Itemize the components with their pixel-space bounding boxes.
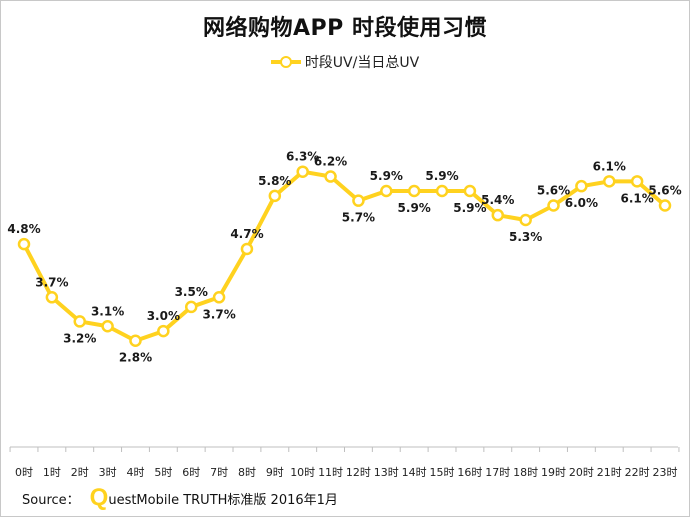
x-tick-label-18时: 18时: [513, 466, 538, 479]
data-label-15时: 5.9%: [425, 169, 458, 183]
data-label-0时: 4.8%: [7, 222, 40, 236]
data-label-3时: 3.1%: [91, 304, 124, 318]
data-label-5时: 3.0%: [147, 309, 180, 323]
data-point-19时: [547, 199, 560, 212]
data-point-2时: [73, 315, 86, 328]
x-tick-label-6时: 6时: [182, 466, 200, 479]
x-tick-label-22时: 22时: [625, 466, 650, 479]
data-point-0时: [17, 237, 31, 251]
data-point-21时: [603, 175, 616, 188]
x-tick-label-12时: 12时: [346, 466, 371, 479]
data-point-17时: [491, 208, 505, 222]
questmobile-logo: Q: [89, 484, 109, 511]
x-tick-label-1时: 1时: [43, 466, 61, 479]
x-tick-label-15时: 15时: [430, 466, 455, 479]
data-label-6时: 3.5%: [175, 285, 208, 299]
x-tick-label-2时: 2时: [71, 466, 89, 479]
x-tick-label-14时: 14时: [402, 466, 427, 479]
x-tick-label-17时: 17时: [485, 466, 510, 479]
data-label-19时: 5.6%: [537, 184, 570, 198]
data-point-1时: [45, 291, 59, 304]
data-label-1时: 3.7%: [35, 275, 68, 289]
data-point-6时: [184, 300, 198, 314]
data-label-4时: 2.8%: [119, 351, 152, 365]
data-point-15时: [435, 184, 449, 198]
data-label-22时: 6.1%: [620, 191, 653, 205]
x-tick-label-4时: 4时: [126, 466, 144, 479]
x-tick-label-8时: 8时: [238, 466, 256, 479]
x-tick-label-20时: 20时: [569, 466, 594, 479]
data-label-16时: 5.9%: [453, 201, 486, 215]
data-label-12时: 5.7%: [342, 211, 375, 225]
x-tick-label-5时: 5时: [154, 466, 172, 479]
data-label-18时: 5.3%: [509, 230, 542, 244]
data-point-23时: [658, 199, 672, 212]
source-label: Source：: [22, 492, 80, 508]
data-point-3时: [101, 320, 114, 333]
data-point-10时: [296, 165, 309, 178]
data-label-13时: 5.9%: [370, 169, 403, 183]
x-tick-label-7时: 7时: [210, 466, 228, 479]
x-tick-label-0时: 0时: [15, 466, 33, 479]
data-point-22时: [630, 175, 644, 188]
x-tick-label-23时: 23时: [653, 466, 678, 479]
data-label-2时: 3.2%: [63, 331, 96, 345]
data-label-10时: 6.3%: [286, 150, 319, 164]
data-label-21时: 6.1%: [593, 159, 626, 173]
data-label-8时: 4.7%: [230, 227, 263, 241]
x-tick-label-16时: 16时: [457, 466, 482, 479]
data-point-16时: [463, 184, 477, 198]
x-tick-label-19时: 19时: [541, 466, 566, 479]
data-point-18时: [519, 213, 532, 227]
x-tick-label-21时: 21时: [597, 466, 622, 479]
legend-series-name: 时段UV/当日总UV: [304, 55, 420, 71]
source-note: Source： Q uestMobile TRUTH标准版 2016年1月: [22, 486, 338, 510]
x-tick-label-11时: 11时: [318, 466, 343, 479]
data-point-13时: [380, 184, 393, 198]
data-point-12时: [352, 194, 365, 207]
data-label-14时: 5.9%: [398, 201, 431, 215]
chart-legend: 时段UV/当日总UV: [0, 52, 690, 72]
legend-line-marker-icon: [270, 55, 301, 69]
data-point-14时: [407, 184, 421, 198]
data-label-11时: 6.2%: [314, 155, 347, 169]
x-tick-label-10时: 10时: [290, 466, 315, 479]
data-point-11时: [324, 170, 337, 183]
data-label-20时: 6.0%: [565, 196, 598, 210]
x-tick-label-9时: 9时: [266, 466, 284, 479]
x-tick-label-3时: 3时: [99, 466, 117, 479]
source-text: uestMobile TRUTH标准版 2016年1月: [108, 492, 338, 508]
data-point-7时: [212, 291, 226, 304]
data-label-9时: 5.8%: [258, 174, 291, 188]
chart-title: 网络购物APP 时段使用习惯: [203, 16, 487, 41]
x-tick-label-13时: 13时: [374, 466, 399, 479]
data-point-5时: [157, 324, 170, 338]
data-label-23时: 5.6%: [648, 184, 681, 198]
data-label-7时: 3.7%: [202, 307, 235, 321]
data-point-4时: [129, 334, 142, 347]
data-label-17时: 5.4%: [481, 193, 514, 207]
data-point-20时: [575, 179, 588, 193]
data-point-9时: [268, 189, 282, 203]
data-point-8时: [240, 242, 254, 256]
